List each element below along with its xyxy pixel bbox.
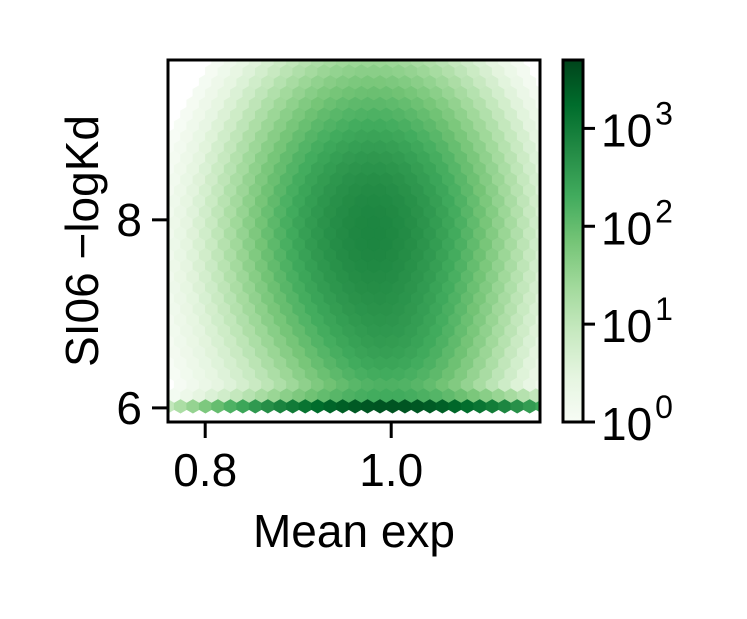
hexbin-cell bbox=[542, 302, 555, 316]
hexbin-cell bbox=[542, 129, 555, 143]
y-tick-label: 8 bbox=[116, 194, 142, 246]
y-tick-label: 6 bbox=[116, 382, 142, 434]
colorbar-ticks: 100 101 102 103 bbox=[583, 95, 673, 450]
hexbin-cell bbox=[542, 345, 555, 359]
colorbar-tick-label: 100 bbox=[601, 389, 673, 450]
hexbin-cell bbox=[542, 280, 555, 294]
hexbin-cells bbox=[168, 60, 555, 414]
x-tick-label: 1.0 bbox=[359, 444, 423, 496]
hexbin-cell bbox=[542, 107, 555, 121]
x-axis-label: Mean exp bbox=[253, 505, 455, 557]
colorbar-tick-label: 103 bbox=[601, 95, 673, 156]
hexbin-cell bbox=[542, 237, 555, 251]
colorbar-gradient bbox=[561, 58, 585, 424]
y-axis: 6 8 SI06 −logKd bbox=[56, 115, 168, 434]
hexbin-cell bbox=[542, 258, 555, 272]
hexbin-cell bbox=[542, 323, 555, 337]
colorbar-tick-label: 101 bbox=[601, 291, 673, 352]
x-tick-label: 0.8 bbox=[173, 444, 237, 496]
colorbar-tick-label: 102 bbox=[601, 193, 673, 254]
hexbin-cell bbox=[542, 388, 555, 402]
colorbar: 100 101 102 103 bbox=[561, 58, 673, 450]
plot-frame bbox=[166, 58, 542, 424]
hexbin-cell bbox=[542, 194, 555, 208]
x-axis: 0.8 1.0 Mean exp bbox=[173, 422, 455, 557]
hexbin-cell bbox=[542, 150, 555, 164]
hexbin-cell bbox=[542, 215, 555, 229]
hexbin-cell bbox=[542, 366, 555, 380]
hexbin-cell bbox=[510, 60, 524, 68]
hexbin-cell bbox=[542, 172, 555, 186]
y-axis-label: SI06 −logKd bbox=[56, 115, 108, 367]
